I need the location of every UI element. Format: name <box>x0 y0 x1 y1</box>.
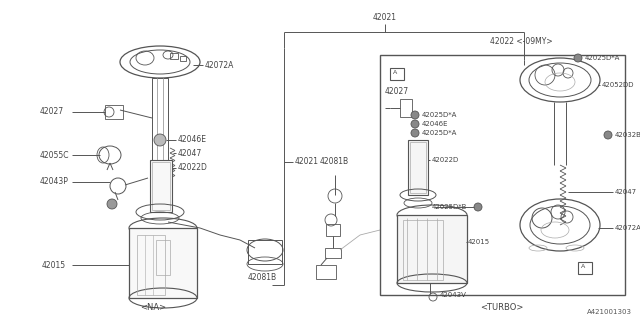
Circle shape <box>604 131 612 139</box>
Bar <box>180 56 186 61</box>
Text: 42046E: 42046E <box>178 135 207 145</box>
Text: <TURBO>: <TURBO> <box>480 303 524 313</box>
Bar <box>150 160 172 212</box>
Text: 42022 <-09MY>: 42022 <-09MY> <box>490 37 552 46</box>
Circle shape <box>411 129 419 137</box>
Bar <box>105 105 123 119</box>
Text: A421001303: A421001303 <box>587 309 632 315</box>
Text: 42025D*B: 42025D*B <box>432 204 467 210</box>
Text: 42025D*A: 42025D*A <box>585 55 620 61</box>
Text: 42047: 42047 <box>178 148 202 157</box>
Bar <box>325 248 341 258</box>
Bar <box>390 68 404 80</box>
Bar <box>316 265 336 279</box>
Bar <box>170 53 178 59</box>
Text: 42052DD: 42052DD <box>602 82 634 88</box>
Bar <box>129 228 197 298</box>
Text: 42015: 42015 <box>42 260 66 269</box>
Bar <box>403 220 443 280</box>
Circle shape <box>154 134 166 146</box>
Text: 42025D*A: 42025D*A <box>422 112 458 118</box>
Bar <box>137 235 165 295</box>
Bar <box>380 55 625 295</box>
Bar <box>156 240 170 275</box>
Circle shape <box>574 54 582 62</box>
Text: 42043P: 42043P <box>40 178 69 187</box>
Text: 42072A: 42072A <box>615 225 640 231</box>
Bar <box>152 162 170 210</box>
Text: 42055C: 42055C <box>40 150 70 159</box>
Text: <NA>: <NA> <box>140 302 166 311</box>
Circle shape <box>411 111 419 119</box>
Circle shape <box>411 120 419 128</box>
Text: 42025D*A: 42025D*A <box>422 130 458 136</box>
Text: 42047: 42047 <box>615 189 637 195</box>
Text: 42046E: 42046E <box>422 121 449 127</box>
Text: A: A <box>393 70 397 76</box>
Text: 42072A: 42072A <box>205 60 234 69</box>
Text: 42022D: 42022D <box>432 157 460 163</box>
Text: 42081B: 42081B <box>248 274 277 283</box>
Bar <box>410 142 426 193</box>
Circle shape <box>107 199 117 209</box>
Bar <box>326 224 340 236</box>
Circle shape <box>474 203 482 211</box>
Text: 42021: 42021 <box>295 157 319 166</box>
Text: 42032B: 42032B <box>615 132 640 138</box>
Text: 42043V: 42043V <box>440 292 467 298</box>
Text: 42027: 42027 <box>385 87 409 97</box>
Text: 42027: 42027 <box>40 108 64 116</box>
Text: 42015: 42015 <box>468 239 490 245</box>
Text: 42022D: 42022D <box>178 164 208 172</box>
Text: A: A <box>581 265 585 269</box>
Text: 42021: 42021 <box>373 13 397 22</box>
Bar <box>397 215 467 283</box>
Bar <box>400 99 412 117</box>
Bar <box>408 140 428 195</box>
Text: 42081B: 42081B <box>320 157 349 166</box>
Bar <box>248 240 282 264</box>
Bar <box>152 78 168 178</box>
Bar <box>578 262 592 274</box>
